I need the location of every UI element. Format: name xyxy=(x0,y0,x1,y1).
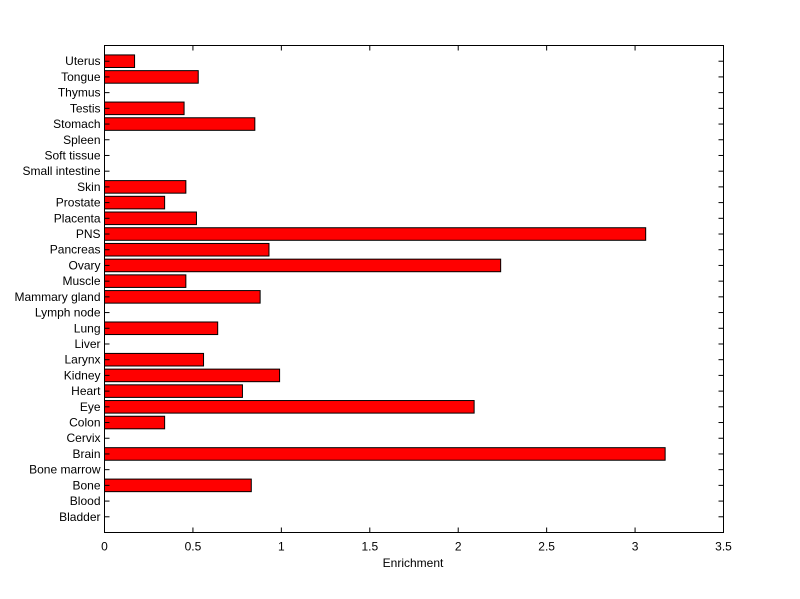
y-tick-label: Muscle xyxy=(62,274,100,288)
y-tick-label: Bone xyxy=(72,478,100,492)
y-tick-label: Bladder xyxy=(59,510,100,524)
bar-prostate xyxy=(104,195,166,210)
x-tick-label: 1 xyxy=(278,540,285,554)
y-tick-label: Larynx xyxy=(64,353,100,367)
y-tick-label: Small intestine xyxy=(22,164,100,178)
y-tick-label: Skin xyxy=(77,180,100,194)
x-tick-label: 1.5 xyxy=(361,540,378,554)
y-tick-label: Bone marrow xyxy=(29,463,101,477)
bar-placenta xyxy=(104,211,197,226)
y-tick-label: Cervix xyxy=(66,431,100,445)
bar-eye xyxy=(104,400,475,414)
bar-skin xyxy=(104,180,187,194)
y-tick-label: Mammary gland xyxy=(14,290,100,304)
y-tick-label: Brain xyxy=(72,447,100,461)
y-tick-label: Ovary xyxy=(68,258,100,272)
y-tick-label: Heart xyxy=(71,384,101,398)
x-tick-label: 2.5 xyxy=(538,540,555,554)
y-tick-label: Pancreas xyxy=(50,243,101,257)
plot-area-frame xyxy=(104,45,724,533)
y-tick-label: Uterus xyxy=(65,54,100,68)
bar-brain xyxy=(104,447,666,461)
y-tick-label: Testis xyxy=(70,101,101,115)
y-tick-label: PNS xyxy=(76,227,101,241)
x-tick-label: 0.5 xyxy=(185,540,202,554)
bar-bone xyxy=(104,478,252,493)
x-axis-label: Enrichment xyxy=(383,556,444,570)
bar-colon xyxy=(104,415,166,430)
bar-larynx xyxy=(104,352,205,367)
y-tick-label: Blood xyxy=(70,494,101,508)
y-tick-label: Lung xyxy=(74,321,101,335)
x-tick-label: 3 xyxy=(632,540,639,554)
y-tick-label: Eye xyxy=(80,400,101,414)
bar-muscle xyxy=(104,274,187,288)
y-tick-label: Colon xyxy=(69,416,100,430)
y-tick-label: Kidney xyxy=(64,368,101,382)
bar-ovary xyxy=(104,258,502,273)
bar-heart xyxy=(104,384,243,398)
y-tick-label: Liver xyxy=(74,337,100,351)
bars-layer xyxy=(104,54,666,493)
y-tick-label: Placenta xyxy=(54,211,101,225)
bar-pancreas xyxy=(104,242,270,257)
bar-lung xyxy=(104,321,219,336)
y-tick-label: Tongue xyxy=(61,70,101,84)
y-tick-label: Prostate xyxy=(56,196,101,210)
y-tick-label: Soft tissue xyxy=(44,148,100,162)
bar-stomach xyxy=(104,117,256,131)
bar-testis xyxy=(104,101,185,116)
y-tick-label: Lymph node xyxy=(35,306,101,320)
x-tick-label: 0 xyxy=(101,540,108,554)
y-tick-label: Spleen xyxy=(63,133,100,147)
bar-tongue xyxy=(104,70,199,84)
x-tick-label: 2 xyxy=(455,540,462,554)
y-tick-label: Stomach xyxy=(53,117,100,131)
bar-pns xyxy=(104,227,647,241)
x-tick-label: 3.5 xyxy=(715,540,732,554)
bar-kidney xyxy=(104,368,281,383)
y-tick-label: Thymus xyxy=(58,86,101,100)
bar-mammary-gland xyxy=(104,290,261,304)
